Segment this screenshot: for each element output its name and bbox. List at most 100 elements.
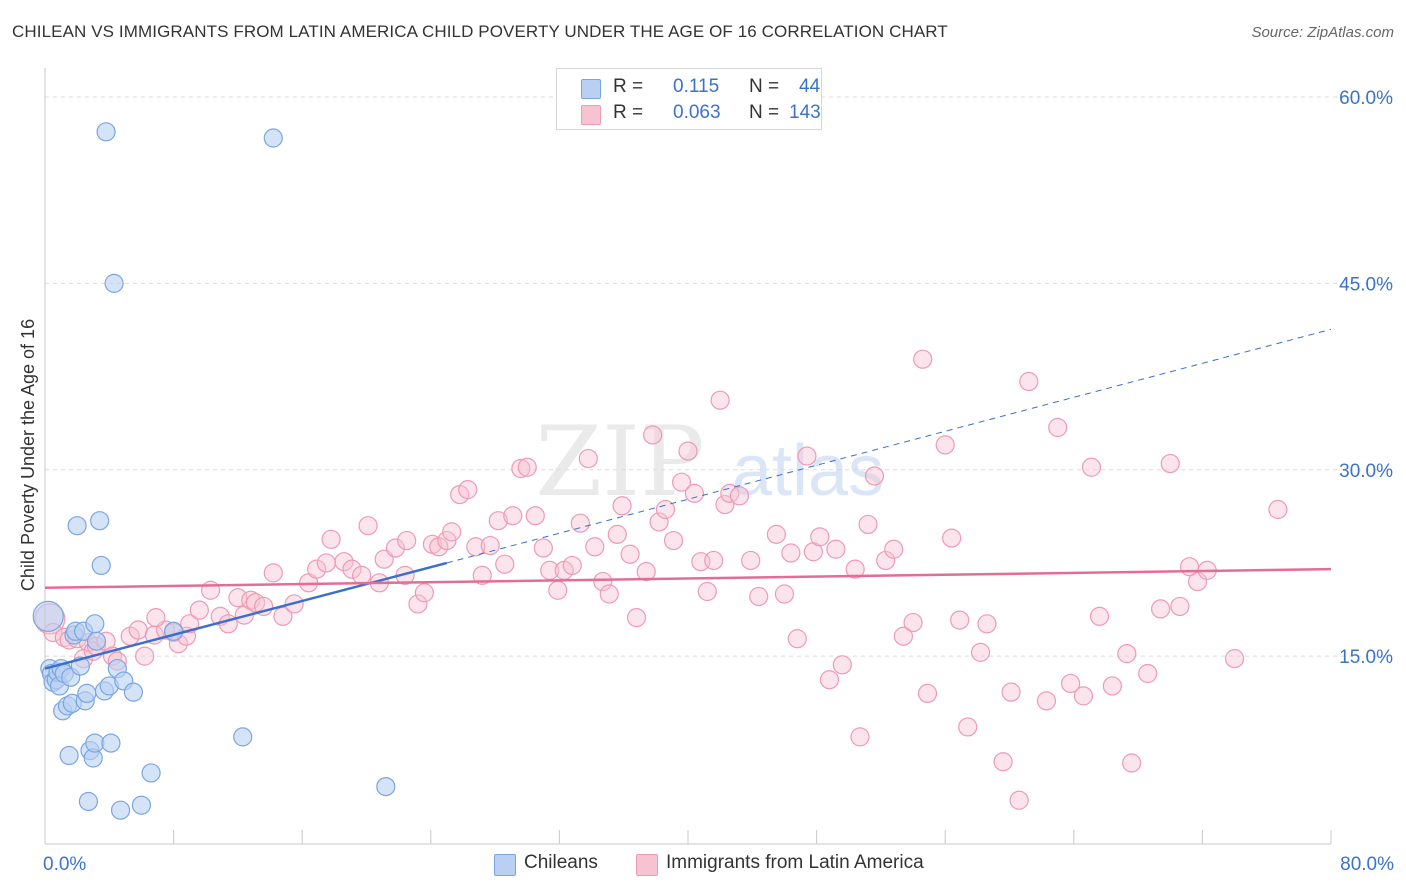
immigrants-point bbox=[1073, 686, 1094, 706]
immigrants-point bbox=[845, 559, 865, 579]
immigrants-point bbox=[511, 458, 531, 479]
legend-n-value: 44 bbox=[799, 76, 821, 97]
chileans-point bbox=[77, 683, 97, 704]
legend-r-label: R = bbox=[613, 102, 644, 123]
immigrants-point bbox=[876, 550, 896, 571]
chileans-point bbox=[131, 795, 152, 815]
immigrants-point bbox=[1151, 599, 1171, 619]
immigrants-point bbox=[1102, 676, 1122, 696]
immigrants-point bbox=[1081, 457, 1102, 477]
immigrants-point bbox=[562, 555, 582, 576]
immigrants-point bbox=[1268, 499, 1288, 520]
chileans-swatch bbox=[581, 79, 601, 99]
chileans-point bbox=[85, 614, 105, 634]
legend-n-label: N = bbox=[749, 76, 780, 97]
chart-title: CHILEAN VS IMMIGRANTS FROM LATIN AMERICA… bbox=[12, 22, 948, 41]
immigrants-point bbox=[749, 586, 769, 607]
immigrants-point bbox=[517, 457, 537, 477]
correlation-legend: R = 0.115 N = 44 R = 0.063 N = 143 bbox=[556, 68, 822, 130]
immigrants-point bbox=[942, 528, 962, 548]
immigrants-point bbox=[495, 554, 515, 574]
legend-n-value: 143 bbox=[789, 102, 821, 123]
immigrants-point bbox=[649, 512, 669, 532]
immigrants-point bbox=[128, 620, 148, 640]
chileans-point bbox=[96, 122, 116, 142]
immigrants-swatch bbox=[636, 854, 658, 876]
immigrants-point bbox=[525, 506, 545, 526]
immigrants-point bbox=[850, 727, 870, 747]
chileans-points bbox=[32, 122, 396, 820]
immigrants-point bbox=[710, 390, 730, 410]
immigrants-point bbox=[442, 522, 462, 542]
immigrants-point bbox=[1019, 371, 1039, 392]
immigrants-point bbox=[1089, 606, 1110, 626]
immigrants-trend-line bbox=[44, 567, 1332, 590]
axis-labels: 15.0% 30.0% 45.0% 60.0% 0.0% 80.0% Child Pover… bbox=[18, 88, 1394, 875]
immigrants-point bbox=[715, 494, 735, 515]
chileans-point bbox=[86, 631, 107, 651]
immigrants-point bbox=[1009, 790, 1029, 810]
immigrants-point bbox=[135, 646, 155, 666]
y-tick-label: 30.0% bbox=[1339, 461, 1393, 482]
grid-layer bbox=[45, 96, 1392, 657]
chileans-point bbox=[78, 791, 99, 812]
y-axis-title: Child Poverty Under the Age of 16 bbox=[18, 319, 38, 591]
immigrants-point bbox=[774, 584, 795, 604]
chileans-point bbox=[67, 516, 87, 536]
chileans-trend-line bbox=[44, 561, 448, 670]
watermark-zip: ZIP bbox=[535, 406, 704, 518]
immigrants-point bbox=[684, 483, 705, 503]
immigrants-point bbox=[503, 506, 523, 526]
immigrants-point bbox=[578, 448, 598, 469]
immigrants-point bbox=[993, 752, 1013, 772]
legend-label-chileans: Chileans bbox=[524, 852, 598, 873]
source-credit: Source: ZipAtlas.com bbox=[1251, 24, 1394, 41]
immigrants-point bbox=[385, 538, 406, 558]
immigrants-point bbox=[397, 530, 417, 551]
immigrants-point bbox=[189, 600, 209, 620]
immigrants-point bbox=[663, 530, 684, 551]
immigrants-point bbox=[472, 565, 492, 585]
immigrants-point bbox=[466, 537, 486, 557]
immigrants-point bbox=[593, 571, 613, 592]
immigrants-point bbox=[884, 539, 904, 559]
chileans-point bbox=[32, 600, 64, 632]
watermark-atlas: atlas bbox=[732, 431, 884, 511]
immigrants-point bbox=[797, 446, 817, 466]
chileans-swatch bbox=[494, 854, 516, 876]
immigrants-point bbox=[826, 539, 846, 559]
immigrants-point bbox=[1160, 453, 1180, 474]
immigrants-point bbox=[1224, 649, 1245, 669]
chileans-point bbox=[104, 273, 124, 293]
legend-r-value: 0.115 bbox=[673, 76, 720, 97]
legend-r-label: R = bbox=[613, 76, 644, 97]
immigrants-point bbox=[488, 511, 508, 531]
x-tick-label: 0.0% bbox=[43, 854, 86, 875]
chileans-point bbox=[376, 776, 396, 797]
immigrants-point bbox=[893, 626, 914, 646]
immigrants-point bbox=[970, 642, 991, 662]
immigrants-point bbox=[950, 610, 970, 630]
immigrants-point bbox=[612, 496, 632, 516]
immigrants-point bbox=[781, 543, 801, 563]
trend-lines bbox=[44, 328, 1332, 670]
immigrants-point bbox=[697, 581, 717, 602]
y-tick-label: 45.0% bbox=[1339, 274, 1393, 295]
immigrants-point bbox=[620, 544, 640, 564]
immigrants-point bbox=[1001, 682, 1021, 702]
immigrants-point bbox=[599, 584, 619, 604]
immigrants-point bbox=[342, 559, 362, 579]
immigrants-point bbox=[607, 524, 627, 544]
immigrants-point bbox=[741, 550, 761, 571]
immigrants-point bbox=[548, 580, 568, 600]
watermark: ZIP atlas bbox=[535, 406, 884, 518]
immigrants-point bbox=[1138, 663, 1158, 684]
immigrants-point bbox=[146, 608, 166, 628]
immigrants-point bbox=[1048, 417, 1068, 438]
chileans-point bbox=[85, 733, 105, 753]
chileans-point bbox=[101, 733, 121, 753]
immigrants-point bbox=[810, 527, 830, 547]
chileans-point bbox=[91, 555, 111, 576]
immigrants-point bbox=[358, 516, 378, 536]
